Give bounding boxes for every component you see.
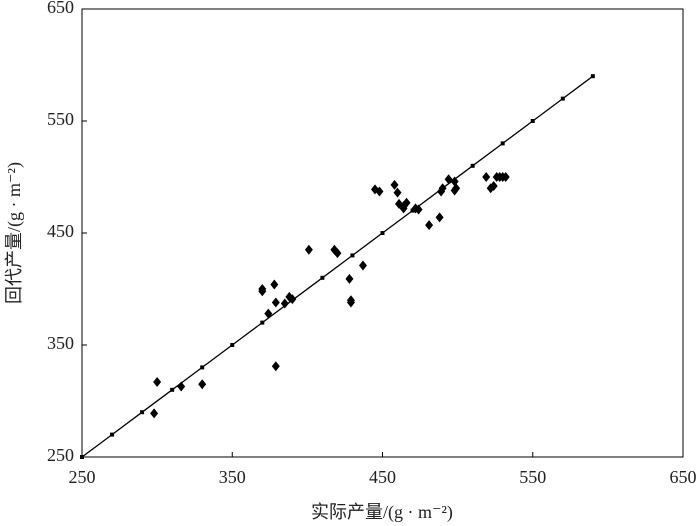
line-marker [350,253,355,258]
data-point [444,174,453,185]
data-point [271,361,280,372]
line-marker [560,96,565,101]
data-point [489,180,498,191]
x-tick-label: 650 [670,467,697,487]
line-marker [590,74,595,79]
line-marker [500,141,505,146]
y-tick-label: 350 [47,333,74,353]
line-marker [200,365,205,370]
y-tick-label: 550 [47,109,74,129]
line-marker [260,320,265,325]
data-point [425,220,434,231]
line-marker [170,387,175,392]
y-tick-label: 450 [47,221,74,241]
line-marker [290,298,295,303]
data-point [280,298,289,309]
data-point [153,376,162,387]
line-marker [110,432,115,437]
data-point [435,212,444,223]
x-tick-label: 350 [219,467,246,487]
data-point [198,379,207,390]
y-tick-label: 650 [47,0,74,17]
line-marker [320,275,325,280]
line-marker [530,119,535,123]
data-point [258,286,267,297]
x-axis-title: 实际产量/(g · m⁻²) [311,502,453,523]
y-tick-label: 250 [47,445,74,465]
data-point [270,279,279,290]
line-marker [230,343,235,347]
fit-line [81,75,594,458]
line-marker [380,231,385,235]
line-marker [80,455,84,459]
data-point [393,187,402,198]
data-point [150,408,159,419]
line-marker [140,410,145,415]
data-point [450,185,459,196]
data-point [271,297,280,308]
line-marker [470,163,475,168]
data-point [264,308,273,319]
data-point [304,244,313,255]
data-point [333,248,342,259]
y-axis-title: 回代产量/(g · m⁻²) [4,162,25,304]
line-marker [410,208,415,213]
line-marker [440,186,445,191]
data-point [346,297,355,308]
x-tick-label: 450 [369,467,396,487]
data-point [345,273,354,284]
data-point [358,260,367,271]
x-tick-label: 550 [519,467,546,487]
data-point [375,186,384,197]
data-point [482,172,491,182]
data-point [399,203,408,214]
x-tick-label: 250 [69,467,96,487]
data-point [501,172,510,182]
data-point [390,179,399,190]
